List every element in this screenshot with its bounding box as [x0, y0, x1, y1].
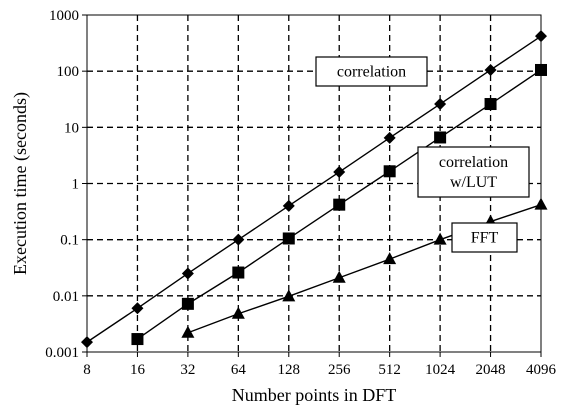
data-point-triangle — [231, 306, 245, 319]
data-point-square — [333, 198, 346, 211]
data-point-diamond — [282, 199, 295, 212]
y-tick-label: 0.01 — [53, 289, 79, 305]
y-tick-label: 0.1 — [60, 233, 79, 249]
x-tick-label: 4096 — [526, 362, 557, 378]
y-tick-label: 0.001 — [45, 345, 79, 361]
data-point-triangle — [181, 325, 195, 338]
callout-label: correlation — [439, 154, 508, 171]
data-point-square — [131, 333, 144, 346]
x-tick-label: 32 — [180, 362, 195, 378]
data-point-triangle — [282, 289, 296, 302]
x-tick-label: 128 — [278, 362, 301, 378]
data-point-square — [383, 165, 396, 178]
data-point-square — [232, 266, 245, 279]
data-point-diamond — [181, 267, 194, 280]
callouts: correlation correlation w/LUT FFT — [315, 56, 530, 253]
data-point-triangle — [433, 232, 447, 245]
data-point-diamond — [333, 166, 346, 179]
data-point-diamond — [383, 131, 396, 144]
callout-label: w/LUT — [450, 174, 497, 191]
data-point-triangle — [534, 197, 548, 210]
x-axis-title: Number points in DFT — [232, 385, 397, 405]
data-point-diamond — [434, 98, 447, 111]
data-point-diamond — [535, 30, 547, 43]
y-tick-label: 1 — [72, 177, 80, 193]
data-point-triangle — [383, 252, 397, 265]
data-point-diamond — [81, 336, 93, 349]
y-tick-label: 10 — [64, 120, 79, 136]
y-tick-label: 1000 — [49, 8, 79, 24]
x-tick-label: 256 — [328, 362, 351, 378]
data-point-triangle — [332, 270, 346, 283]
data-point-diamond — [131, 302, 144, 315]
ticks: 8 16 32 64 128 256 512 1024 2048 4096 0.001 0.01 0.1… — [45, 8, 556, 378]
x-tick-label: 2048 — [476, 362, 506, 378]
callout-label: FFT — [471, 230, 499, 247]
x-tick-label: 64 — [231, 362, 247, 378]
callout-box — [315, 56, 428, 87]
x-tick-label: 1024 — [425, 362, 456, 378]
callout-box — [417, 146, 530, 198]
y-tick-label: 100 — [57, 64, 80, 80]
data-point-diamond — [484, 63, 497, 76]
data-point-diamond — [232, 233, 245, 246]
callout-label: correlation — [337, 64, 406, 81]
data-point-square — [181, 297, 194, 310]
x-tick-label: 16 — [130, 362, 146, 378]
data-point-square — [535, 63, 547, 76]
data-point-square — [484, 98, 497, 111]
x-tick-label: 512 — [378, 362, 401, 378]
data-point-square — [282, 232, 295, 245]
y-axis-title: Execution time (seconds) — [10, 92, 31, 275]
callout-box — [451, 222, 518, 253]
series-line-diamond — [86, 35, 542, 343]
x-tick-label: 8 — [83, 362, 91, 378]
data-point-square — [434, 131, 447, 144]
